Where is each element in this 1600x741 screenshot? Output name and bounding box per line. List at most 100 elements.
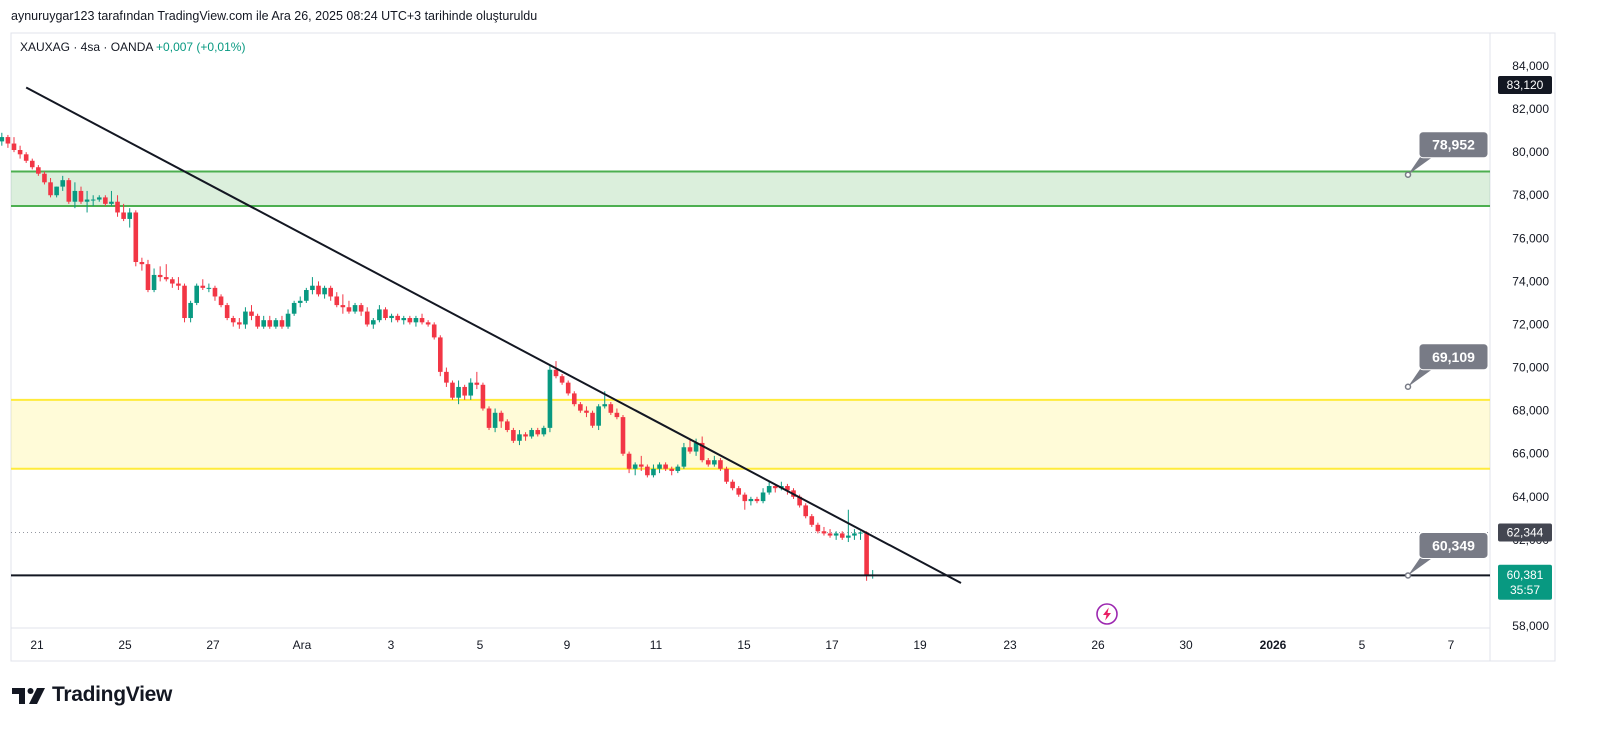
- candle[interactable]: [553, 361, 559, 379]
- candle[interactable]: [858, 531, 863, 540]
- candle[interactable]: [230, 315, 236, 327]
- candle[interactable]: [96, 195, 102, 202]
- candle[interactable]: [596, 404, 601, 431]
- candle[interactable]: [121, 203, 126, 222]
- candle[interactable]: [541, 425, 547, 437]
- candle[interactable]: [304, 287, 309, 303]
- candle[interactable]: [103, 195, 108, 207]
- candle[interactable]: [803, 503, 808, 519]
- candle[interactable]: [809, 514, 815, 527]
- candle[interactable]: [559, 374, 565, 385]
- candle[interactable]: [571, 391, 577, 407]
- candle[interactable]: [310, 277, 315, 295]
- candle[interactable]: [115, 195, 120, 217]
- candle[interactable]: [699, 436, 705, 463]
- candle[interactable]: [358, 302, 364, 316]
- candle[interactable]: [316, 281, 321, 297]
- candle[interactable]: [517, 430, 522, 446]
- candle[interactable]: [462, 384, 467, 400]
- candle[interactable]: [705, 458, 711, 467]
- candle[interactable]: [565, 380, 571, 396]
- candle[interactable]: [456, 380, 461, 405]
- candle[interactable]: [431, 322, 437, 340]
- candle[interactable]: [504, 419, 510, 433]
- candle[interactable]: [608, 402, 614, 415]
- candle[interactable]: [23, 152, 29, 163]
- candle[interactable]: [444, 367, 449, 387]
- candle[interactable]: [839, 531, 845, 540]
- candle[interactable]: [675, 464, 681, 474]
- candle[interactable]: [681, 442, 687, 469]
- candle[interactable]: [425, 320, 431, 327]
- candle[interactable]: [297, 296, 303, 308]
- candle[interactable]: [389, 313, 394, 323]
- candle[interactable]: [413, 315, 419, 327]
- candle[interactable]: [48, 178, 53, 198]
- candle[interactable]: [11, 137, 17, 153]
- candle[interactable]: [212, 285, 218, 301]
- candle[interactable]: [291, 300, 297, 316]
- candle[interactable]: [78, 186, 84, 204]
- candle[interactable]: [590, 410, 595, 428]
- candle[interactable]: [498, 410, 504, 428]
- candle[interactable]: [194, 283, 199, 306]
- candle[interactable]: [127, 208, 133, 228]
- candle[interactable]: [346, 300, 352, 314]
- candle[interactable]: [785, 483, 790, 495]
- price-callout[interactable]: 69,109: [1404, 343, 1489, 391]
- candle[interactable]: [870, 570, 875, 579]
- price-callout[interactable]: 78,952: [1404, 131, 1489, 178]
- candle[interactable]: [535, 427, 541, 437]
- candle[interactable]: [267, 315, 273, 329]
- candle[interactable]: [401, 315, 407, 325]
- candle[interactable]: [285, 309, 291, 329]
- candle[interactable]: [712, 455, 717, 467]
- candle[interactable]: [66, 178, 72, 204]
- candle[interactable]: [815, 522, 821, 534]
- candle[interactable]: [371, 318, 376, 329]
- candle[interactable]: [578, 402, 583, 413]
- candle[interactable]: [29, 158, 35, 170]
- candle[interactable]: [377, 305, 382, 323]
- candle[interactable]: [736, 486, 742, 497]
- candle[interactable]: [145, 259, 151, 293]
- candle[interactable]: [237, 318, 242, 329]
- candle[interactable]: [419, 313, 425, 325]
- candle[interactable]: [638, 455, 644, 471]
- candle[interactable]: [84, 190, 90, 213]
- candle[interactable]: [626, 451, 632, 474]
- candle[interactable]: [279, 315, 285, 329]
- candle[interactable]: [827, 529, 833, 538]
- candle[interactable]: [474, 371, 480, 390]
- candle[interactable]: [218, 294, 224, 308]
- candle[interactable]: [224, 302, 230, 321]
- candle[interactable]: [486, 406, 492, 431]
- candle[interactable]: [632, 462, 638, 476]
- candle[interactable]: [724, 466, 729, 484]
- price-callout[interactable]: 60,349: [1404, 531, 1489, 579]
- candle[interactable]: [5, 134, 11, 148]
- candle[interactable]: [529, 427, 534, 439]
- candle[interactable]: [718, 458, 723, 471]
- candle[interactable]: [547, 365, 553, 433]
- tradingview-logo[interactable]: TradingView: [12, 683, 172, 707]
- candle[interactable]: [480, 382, 486, 411]
- candle[interactable]: [139, 257, 145, 271]
- candle[interactable]: [17, 145, 23, 159]
- flash-icon[interactable]: [1096, 603, 1118, 625]
- candle[interactable]: [620, 414, 626, 456]
- symbol-info[interactable]: XAUXAG · 4sa · OANDA +0,007 (+0,01%): [20, 40, 245, 54]
- green-zone[interactable]: [11, 171, 1490, 207]
- candle[interactable]: [163, 264, 169, 282]
- candle[interactable]: [742, 492, 748, 510]
- candle[interactable]: [328, 285, 333, 301]
- candle[interactable]: [730, 479, 735, 491]
- candle[interactable]: [523, 432, 528, 441]
- candle[interactable]: [90, 195, 96, 207]
- candle[interactable]: [651, 464, 656, 478]
- candle[interactable]: [243, 307, 248, 329]
- candle[interactable]: [383, 307, 388, 321]
- candle[interactable]: [206, 283, 212, 293]
- candle[interactable]: [614, 408, 620, 420]
